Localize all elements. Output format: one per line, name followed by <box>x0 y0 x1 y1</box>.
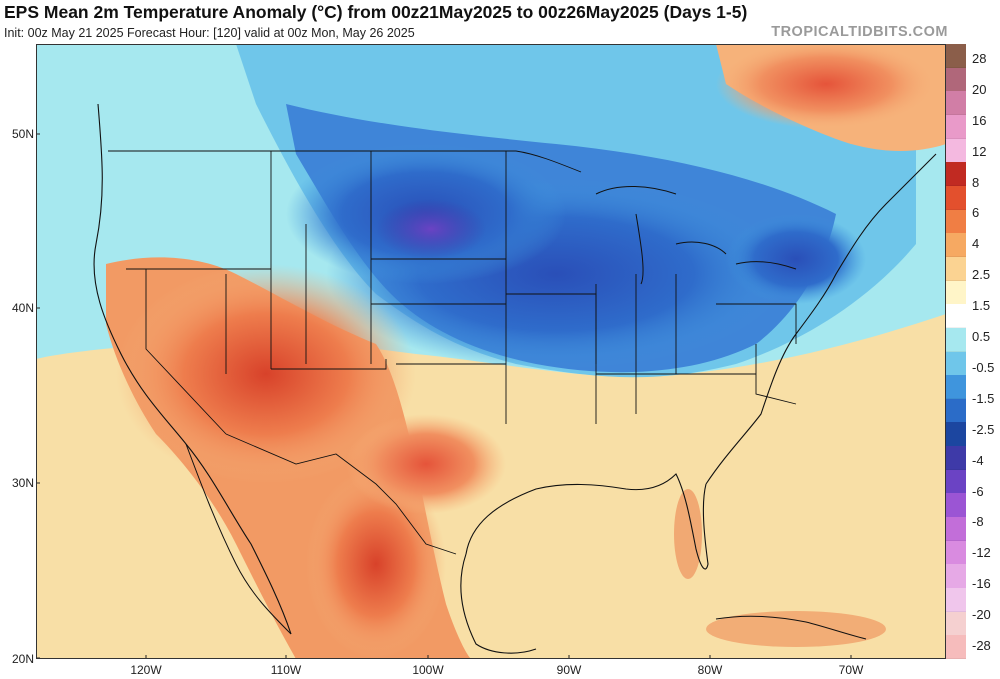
lon-label-100w: 100W <box>412 663 444 677</box>
colorbar-swatch <box>946 304 966 329</box>
colorbar-swatch <box>946 493 966 518</box>
anomaly-map <box>36 44 946 659</box>
colorbar-tick-label: 1.5 <box>972 298 991 314</box>
colorbar-swatch <box>946 114 966 140</box>
colorbar-tick-label: 12 <box>972 143 987 159</box>
colorbar-tick-label: -8 <box>972 514 984 530</box>
colorbar-swatch <box>946 398 966 423</box>
colorbar-swatch <box>946 517 966 542</box>
colorbar-tick-label: -0.5 <box>972 359 995 375</box>
colorbar-swatch <box>946 375 966 400</box>
colorbar-swatch <box>946 209 966 234</box>
colorbar-tick-label: -20 <box>972 607 991 623</box>
colorbar <box>946 44 966 660</box>
hot-core-mexico <box>306 469 446 659</box>
colorbar-tick-label: -12 <box>972 545 991 561</box>
hot-core-desert-southwest <box>116 264 416 484</box>
colorbar-swatch <box>946 233 966 258</box>
cold-core-northeast <box>726 214 866 304</box>
colorbar-swatch <box>946 564 966 589</box>
colorbar-tick-label: 28 <box>972 51 987 66</box>
colorbar-tick-label: -28 <box>972 638 991 653</box>
map-subtitle: Init: 00z May 21 2025 Forecast Hour: [12… <box>4 26 415 40</box>
colorbar-swatch <box>946 280 966 305</box>
map-frame <box>36 44 946 659</box>
colorbar-swatch <box>946 635 966 660</box>
warm-core-texas <box>346 414 506 514</box>
great-lakes <box>595 186 797 285</box>
colorbar-tick-label: 20 <box>972 81 987 97</box>
lon-label-80w: 80W <box>697 663 723 677</box>
colorbar-tick-label: 0.5 <box>972 329 991 345</box>
lat-label-30n: 30N <box>11 476 34 490</box>
colorbar-swatch <box>946 540 966 565</box>
site-brand: TROPICALTIDBITS.COM <box>771 24 948 40</box>
colorbar-swatch <box>946 611 966 636</box>
colorbar-tick-label: -2.5 <box>972 421 995 437</box>
colorbar-tick-label: -16 <box>972 576 991 592</box>
colorbar-tick-label: 16 <box>972 112 987 128</box>
lat-label-40n: 40N <box>11 301 34 315</box>
warm-cuba <box>706 611 886 647</box>
colorbar-swatch <box>946 588 966 613</box>
coastline-cuba <box>715 615 867 640</box>
colorbar-swatch <box>946 327 966 352</box>
colorbar-swatch <box>946 256 966 282</box>
colorbar-swatch <box>946 446 966 471</box>
lon-label-90w: 90W <box>556 663 582 677</box>
colorbar-tick-label: 4 <box>972 236 980 252</box>
colorbar-swatch <box>946 422 966 447</box>
colorbar-swatch <box>946 44 966 69</box>
map-title: EPS Mean 2m Temperature Anomaly (°C) fro… <box>4 2 748 22</box>
coastline-mexico-east <box>460 553 537 654</box>
coastline-west <box>93 103 292 635</box>
hot-core-eastern-canada <box>716 44 936 129</box>
colorbar-tick-label: -1.5 <box>972 390 995 406</box>
coastline-baja <box>185 443 292 635</box>
lon-label-70w: 70W <box>838 663 864 677</box>
colorbar-swatch <box>946 351 966 376</box>
colorbar-swatch <box>946 138 966 163</box>
lat-label-20n: 20N <box>11 652 34 666</box>
colorbar-swatch <box>946 162 966 187</box>
colorbar-swatch <box>946 91 966 116</box>
colorbar-swatch <box>946 469 966 494</box>
colorbar-tick-label: -6 <box>972 483 984 499</box>
colorbar-tick-label: 8 <box>972 174 980 190</box>
colorbar-swatch <box>946 67 966 92</box>
colorbar-swatch <box>946 185 966 211</box>
lon-label-110w: 110W <box>270 663 302 677</box>
lon-label-120w: 120W <box>130 663 162 677</box>
colorbar-tick-label: -4 <box>972 452 984 468</box>
coastline-east <box>705 153 937 485</box>
extreme-cold-dakotas <box>376 199 486 259</box>
colorbar-tick-label: 2.5 <box>972 267 991 283</box>
anomaly-map-canvas <box>36 44 946 659</box>
political-borders <box>108 150 797 555</box>
warm-florida <box>674 489 702 579</box>
coastline-gulf <box>465 473 709 570</box>
colorbar-tick-label: 6 <box>972 205 980 221</box>
lat-label-50n: 50N <box>11 127 34 141</box>
